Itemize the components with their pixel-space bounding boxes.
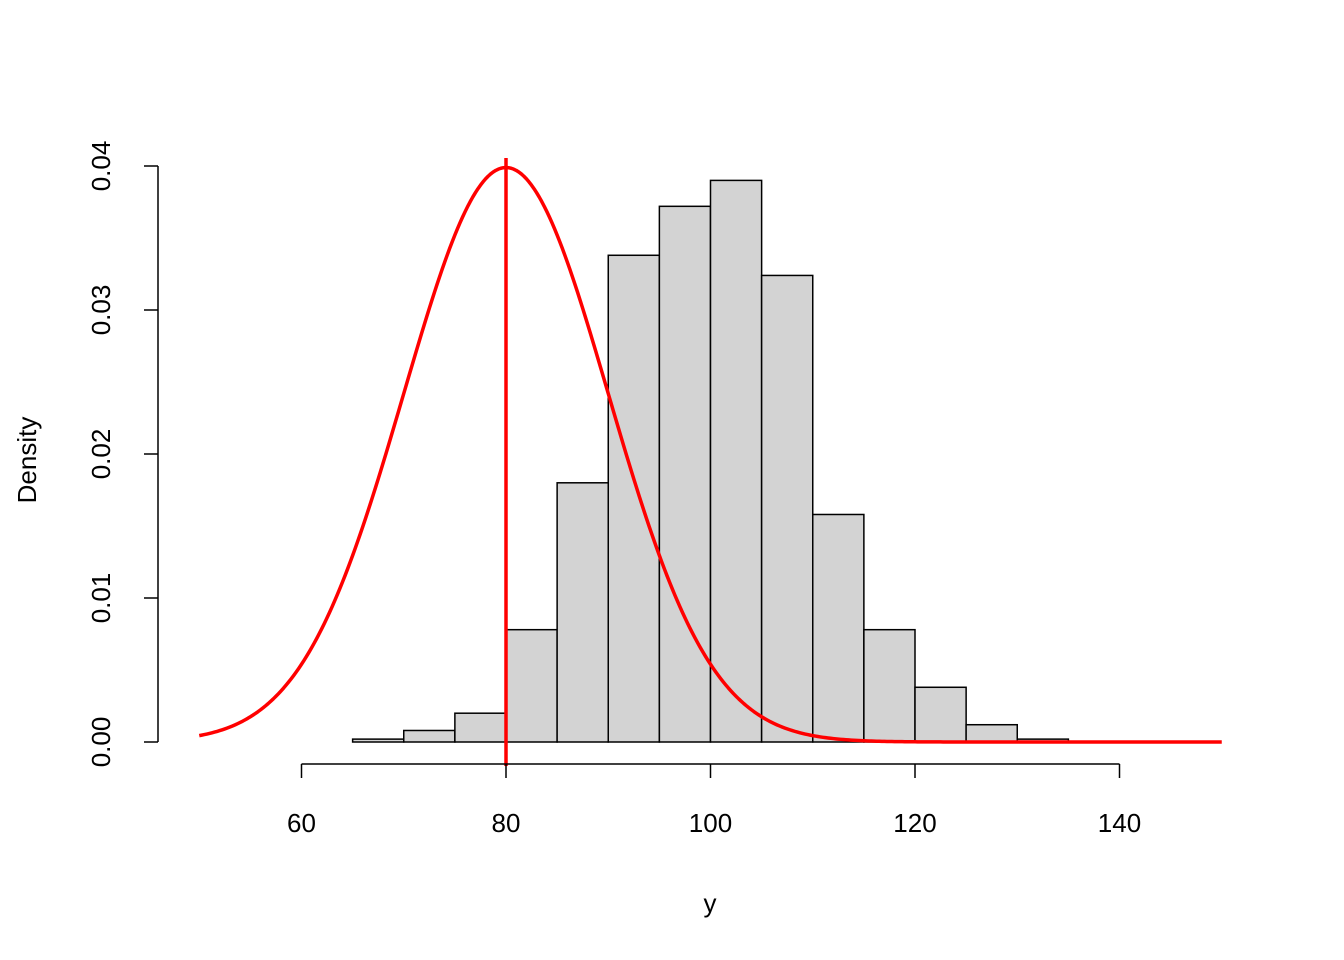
x-tick-label: 80 <box>492 808 521 838</box>
histogram-bar-9 <box>760 274 814 743</box>
y-tick-label: 0.01 <box>86 573 116 624</box>
y-tick-label: 0.04 <box>86 141 116 192</box>
histogram-bar-2 <box>403 729 456 743</box>
y-tick-label: 0.00 <box>86 717 116 768</box>
histogram-bars <box>351 179 1070 743</box>
x-tick-label: 120 <box>893 808 936 838</box>
histogram-bar-12 <box>914 686 967 743</box>
histogram-bar-7 <box>658 205 712 743</box>
x-axis-title: y <box>704 888 717 918</box>
y-tick-label: 0.02 <box>86 429 116 480</box>
histogram-bar-11 <box>863 628 916 743</box>
histogram-bar-5 <box>556 482 609 743</box>
y-axis: 0.00 0.01 0.02 0.03 0.04 <box>86 141 159 768</box>
histogram-bar-13 <box>965 723 1018 743</box>
histogram-bar-1 <box>351 738 405 743</box>
x-axis: 60 80 100 120 140 <box>287 763 1141 838</box>
x-tick-label: 140 <box>1098 808 1141 838</box>
histogram-bar-6 <box>607 254 661 743</box>
histogram-bar-8 <box>709 179 763 743</box>
x-tick-label: 60 <box>287 808 316 838</box>
x-tick-label: 100 <box>689 808 732 838</box>
normal-density-curve <box>198 165 1222 744</box>
histogram-bar-4 <box>505 628 558 743</box>
normal-density-curve-group <box>198 165 1222 744</box>
histogram-bar-10 <box>812 513 865 743</box>
y-tick-label: 0.03 <box>86 285 116 336</box>
histogram-bar-3 <box>454 712 507 743</box>
y-axis-title: Density <box>12 417 42 504</box>
